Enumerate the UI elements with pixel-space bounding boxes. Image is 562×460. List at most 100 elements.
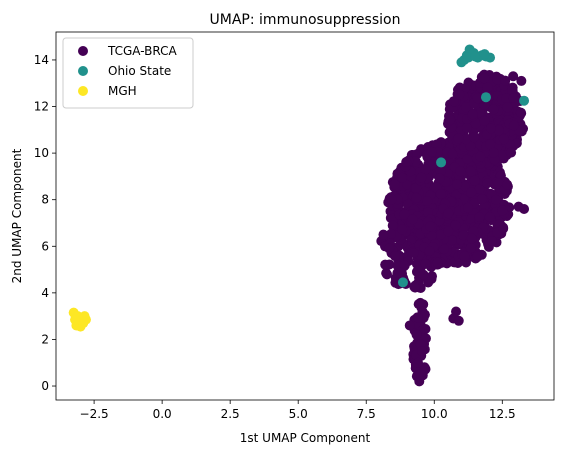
series-ohio-state bbox=[397, 44, 530, 288]
data-point bbox=[485, 123, 496, 134]
series-tcga-brca bbox=[376, 69, 530, 387]
data-point bbox=[411, 192, 422, 203]
data-point bbox=[451, 306, 462, 317]
data-point bbox=[502, 179, 513, 190]
x-tick-label: 2.5 bbox=[221, 407, 240, 421]
data-point bbox=[508, 71, 519, 82]
data-point bbox=[453, 133, 464, 144]
data-point bbox=[408, 247, 419, 258]
data-point bbox=[422, 196, 433, 207]
data-point bbox=[484, 212, 495, 223]
data-point bbox=[386, 228, 397, 239]
data-point bbox=[472, 251, 483, 262]
data-point bbox=[467, 109, 478, 120]
y-tick-label: 0 bbox=[41, 379, 49, 393]
legend-label: TCGA-BRCA bbox=[107, 44, 178, 58]
x-tick-label: 7.5 bbox=[357, 407, 376, 421]
x-tick-label: 5.0 bbox=[289, 407, 308, 421]
data-point bbox=[460, 102, 471, 113]
data-point bbox=[411, 182, 422, 193]
data-point bbox=[401, 156, 412, 167]
data-point bbox=[389, 179, 400, 190]
data-point bbox=[498, 134, 509, 145]
data-point bbox=[480, 92, 491, 103]
data-point bbox=[516, 75, 527, 86]
data-point bbox=[384, 243, 395, 254]
y-tick-label: 2 bbox=[41, 332, 49, 346]
data-point bbox=[479, 115, 490, 126]
data-point bbox=[389, 250, 400, 261]
data-point bbox=[435, 188, 446, 199]
data-point bbox=[502, 102, 513, 113]
data-point bbox=[79, 311, 90, 322]
data-point bbox=[477, 194, 488, 205]
data-point bbox=[420, 258, 431, 269]
legend-marker bbox=[78, 46, 88, 56]
data-point bbox=[378, 229, 389, 240]
data-point bbox=[472, 93, 483, 104]
y-axis-label: 2nd UMAP Component bbox=[10, 148, 24, 283]
data-point bbox=[436, 157, 447, 168]
data-point bbox=[397, 172, 408, 183]
data-point bbox=[404, 320, 415, 331]
data-point bbox=[450, 220, 461, 231]
data-point bbox=[469, 132, 480, 143]
data-point bbox=[458, 230, 469, 241]
data-point bbox=[70, 314, 81, 325]
data-point bbox=[416, 172, 427, 183]
data-point bbox=[432, 257, 443, 268]
legend-box bbox=[62, 37, 194, 109]
data-point bbox=[474, 212, 485, 223]
series-mgh bbox=[68, 307, 91, 332]
data-point bbox=[508, 120, 519, 131]
data-point bbox=[497, 205, 508, 216]
data-point bbox=[482, 82, 493, 93]
data-point bbox=[411, 329, 422, 340]
x-tick-label: 12.5 bbox=[489, 407, 516, 421]
data-point bbox=[482, 178, 493, 189]
data-point bbox=[493, 178, 504, 189]
chart-title: UMAP: immunosuppression bbox=[210, 12, 401, 28]
data-point bbox=[453, 315, 464, 326]
data-point bbox=[435, 229, 446, 240]
data-point bbox=[460, 134, 471, 145]
data-point bbox=[434, 173, 445, 184]
data-point bbox=[465, 243, 476, 254]
legend-marker bbox=[78, 86, 88, 96]
data-point bbox=[431, 139, 442, 150]
data-point bbox=[466, 214, 477, 225]
legend-marker bbox=[78, 66, 88, 76]
data-point bbox=[491, 194, 502, 205]
data-point bbox=[413, 312, 424, 323]
legend-label: Ohio State bbox=[108, 64, 171, 78]
data-point bbox=[462, 153, 473, 164]
data-point bbox=[397, 224, 408, 235]
data-point bbox=[425, 221, 436, 232]
data-point bbox=[479, 73, 490, 84]
data-point bbox=[420, 164, 431, 175]
data-point bbox=[409, 281, 420, 292]
data-point bbox=[448, 96, 459, 107]
data-point bbox=[399, 260, 410, 271]
data-point bbox=[507, 85, 518, 96]
data-point bbox=[443, 226, 454, 237]
data-point bbox=[463, 202, 474, 213]
data-point bbox=[465, 166, 476, 177]
data-point bbox=[506, 147, 517, 158]
y-tick-label: 6 bbox=[41, 239, 49, 253]
data-point bbox=[474, 184, 485, 195]
data-point bbox=[394, 267, 405, 278]
data-point bbox=[475, 151, 486, 162]
data-point bbox=[387, 220, 398, 231]
data-point bbox=[407, 214, 418, 225]
data-point bbox=[469, 175, 480, 186]
legend: TCGA-BRCA Ohio State MGH bbox=[62, 37, 194, 109]
data-point bbox=[485, 139, 496, 150]
x-tick-label: 0.0 bbox=[153, 407, 172, 421]
data-point bbox=[452, 179, 463, 190]
data-point bbox=[515, 107, 526, 118]
data-point bbox=[399, 209, 410, 220]
data-point bbox=[461, 123, 472, 134]
data-point bbox=[470, 51, 481, 62]
